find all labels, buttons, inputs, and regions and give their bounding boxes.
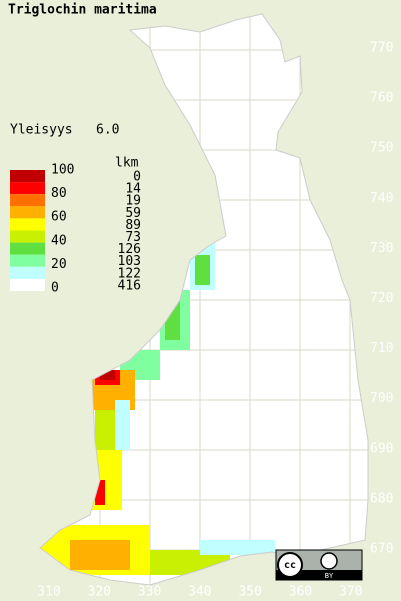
y-label: 770 <box>370 41 393 56</box>
legend-count: 103 <box>118 254 141 269</box>
legend-swatch <box>10 182 45 195</box>
license-badge: cc BY <box>275 549 363 581</box>
y-label: 700 <box>370 391 393 406</box>
legend-swatch <box>10 218 45 231</box>
legend-scale-label: 100 <box>51 163 74 178</box>
legend-count: 0 <box>133 170 141 185</box>
legend-count: 14 <box>125 182 141 197</box>
legend-swatch <box>10 278 45 291</box>
legend-count: 126 <box>118 242 141 257</box>
legend-swatch <box>10 242 45 255</box>
legend-count: 19 <box>125 194 141 209</box>
legend-count: 59 <box>125 206 141 221</box>
title: Triglochin maritima <box>8 3 157 18</box>
x-label: 350 <box>238 585 261 600</box>
legend-scale-label: 0 <box>51 281 59 296</box>
legend-swatch <box>10 254 45 267</box>
legend-swatch <box>10 194 45 207</box>
legend-count: 122 <box>118 266 141 281</box>
x-label: 320 <box>88 585 111 600</box>
y-label: 750 <box>370 141 393 156</box>
legend-count: 73 <box>125 230 141 245</box>
x-label: 310 <box>37 585 60 600</box>
legend-count: 89 <box>125 218 141 233</box>
by-label: BY <box>325 572 334 580</box>
x-label: 360 <box>289 585 312 600</box>
legend-swatch <box>10 206 45 219</box>
legend-scale-label: 20 <box>51 257 67 272</box>
legend-swatch <box>10 170 45 183</box>
y-label: 670 <box>370 542 393 557</box>
y-label: 760 <box>370 91 393 106</box>
y-label: 710 <box>370 341 393 356</box>
cc-label: cc <box>284 560 296 571</box>
legend-scale-label: 80 <box>51 186 67 201</box>
x-label: 340 <box>188 585 211 600</box>
frequency-value: 6.0 <box>96 123 119 138</box>
count-header: lkm <box>115 156 139 171</box>
y-label: 730 <box>370 241 393 256</box>
y-label: 690 <box>370 441 393 456</box>
legend-scale-label: 40 <box>51 233 67 248</box>
legend-swatch <box>10 266 45 279</box>
y-label: 680 <box>370 491 393 506</box>
legend-count: 416 <box>118 278 141 293</box>
y-label: 720 <box>370 291 393 306</box>
legend-swatch <box>10 230 45 243</box>
frequency-label: Yleisyys <box>10 123 73 138</box>
y-label: 740 <box>370 191 393 206</box>
legend-scale-label: 60 <box>51 210 67 225</box>
x-label: 330 <box>138 585 161 600</box>
x-label: 370 <box>339 585 362 600</box>
border <box>39 13 369 586</box>
